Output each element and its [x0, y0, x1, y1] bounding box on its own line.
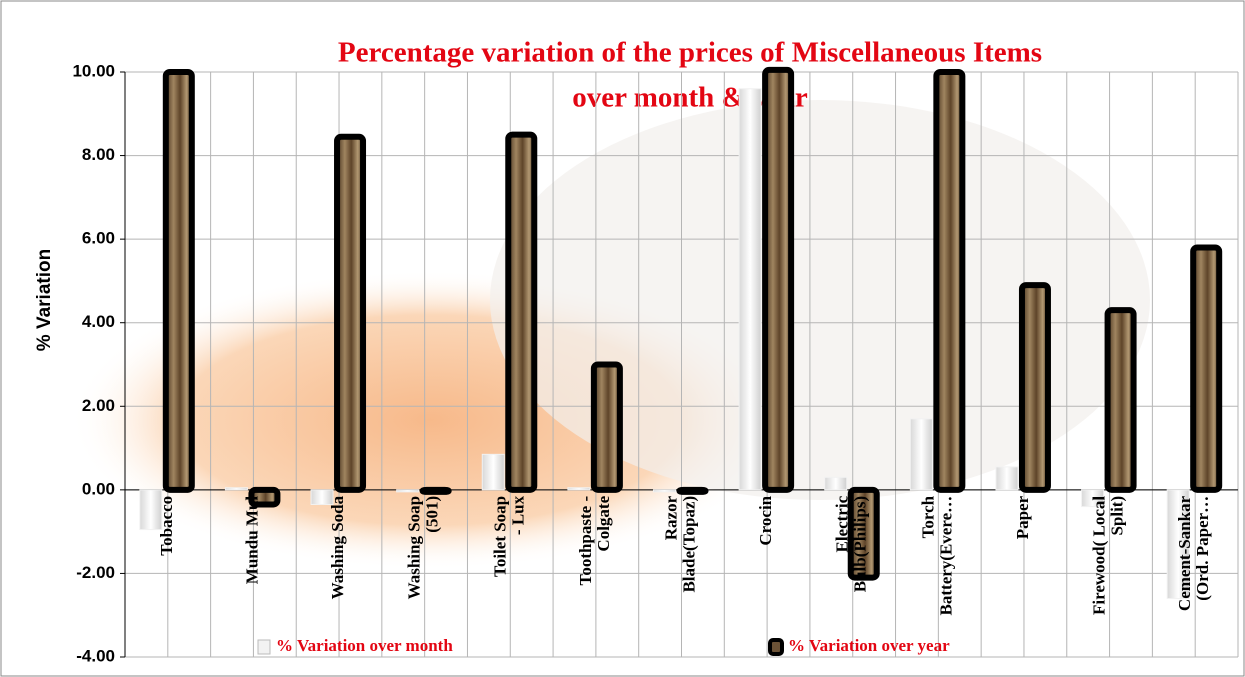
- bar: [680, 490, 706, 492]
- legend-label: % Variation over month: [276, 636, 453, 655]
- x-tick-label: Cement-Sankar(Ord. Paper…: [1175, 495, 1212, 611]
- y-tick-label: 6.00: [82, 229, 115, 248]
- bar: [166, 72, 192, 490]
- y-tick-label: 2.00: [82, 396, 115, 415]
- bar: [337, 137, 363, 490]
- x-tick-label: Washing Soda: [328, 495, 347, 599]
- bar: [936, 72, 962, 490]
- bar: [594, 365, 620, 490]
- bar: [1108, 310, 1134, 490]
- bar: [765, 70, 791, 490]
- chart: Percentage variation of the prices of Mi…: [0, 0, 1245, 677]
- chart-title: Percentage variation of the prices of Mi…: [338, 37, 1042, 69]
- legend-label: % Variation over year: [788, 636, 950, 655]
- bar: [508, 135, 534, 490]
- bar: [825, 477, 847, 490]
- bar: [1022, 285, 1048, 490]
- x-tick-label: Crocin: [756, 495, 775, 545]
- bar: [739, 89, 761, 490]
- y-tick-label: 0.00: [82, 479, 115, 498]
- x-tick-label: Mundu Mul: [242, 496, 261, 585]
- bar: [225, 488, 247, 490]
- y-tick-label: -4.00: [76, 646, 115, 665]
- bar: [1193, 248, 1219, 490]
- x-tick-label: Paper: [1013, 495, 1032, 539]
- bar: [482, 454, 504, 490]
- x-tick-label: Tobacco: [157, 496, 176, 556]
- bar: [910, 419, 932, 490]
- bar: [397, 490, 419, 492]
- bar: [654, 490, 676, 492]
- legend-swatch: [770, 640, 782, 654]
- y-tick-label: -2.00: [76, 563, 115, 582]
- bar: [568, 488, 590, 490]
- bar: [996, 467, 1018, 490]
- y-axis-title: % Variation: [34, 249, 55, 351]
- background-image: [490, 100, 1150, 500]
- y-tick-label: 4.00: [82, 312, 115, 331]
- bar: [423, 490, 449, 492]
- y-tick-label: 10.00: [72, 61, 115, 80]
- y-tick-label: 8.00: [82, 145, 115, 164]
- legend-swatch: [258, 640, 270, 654]
